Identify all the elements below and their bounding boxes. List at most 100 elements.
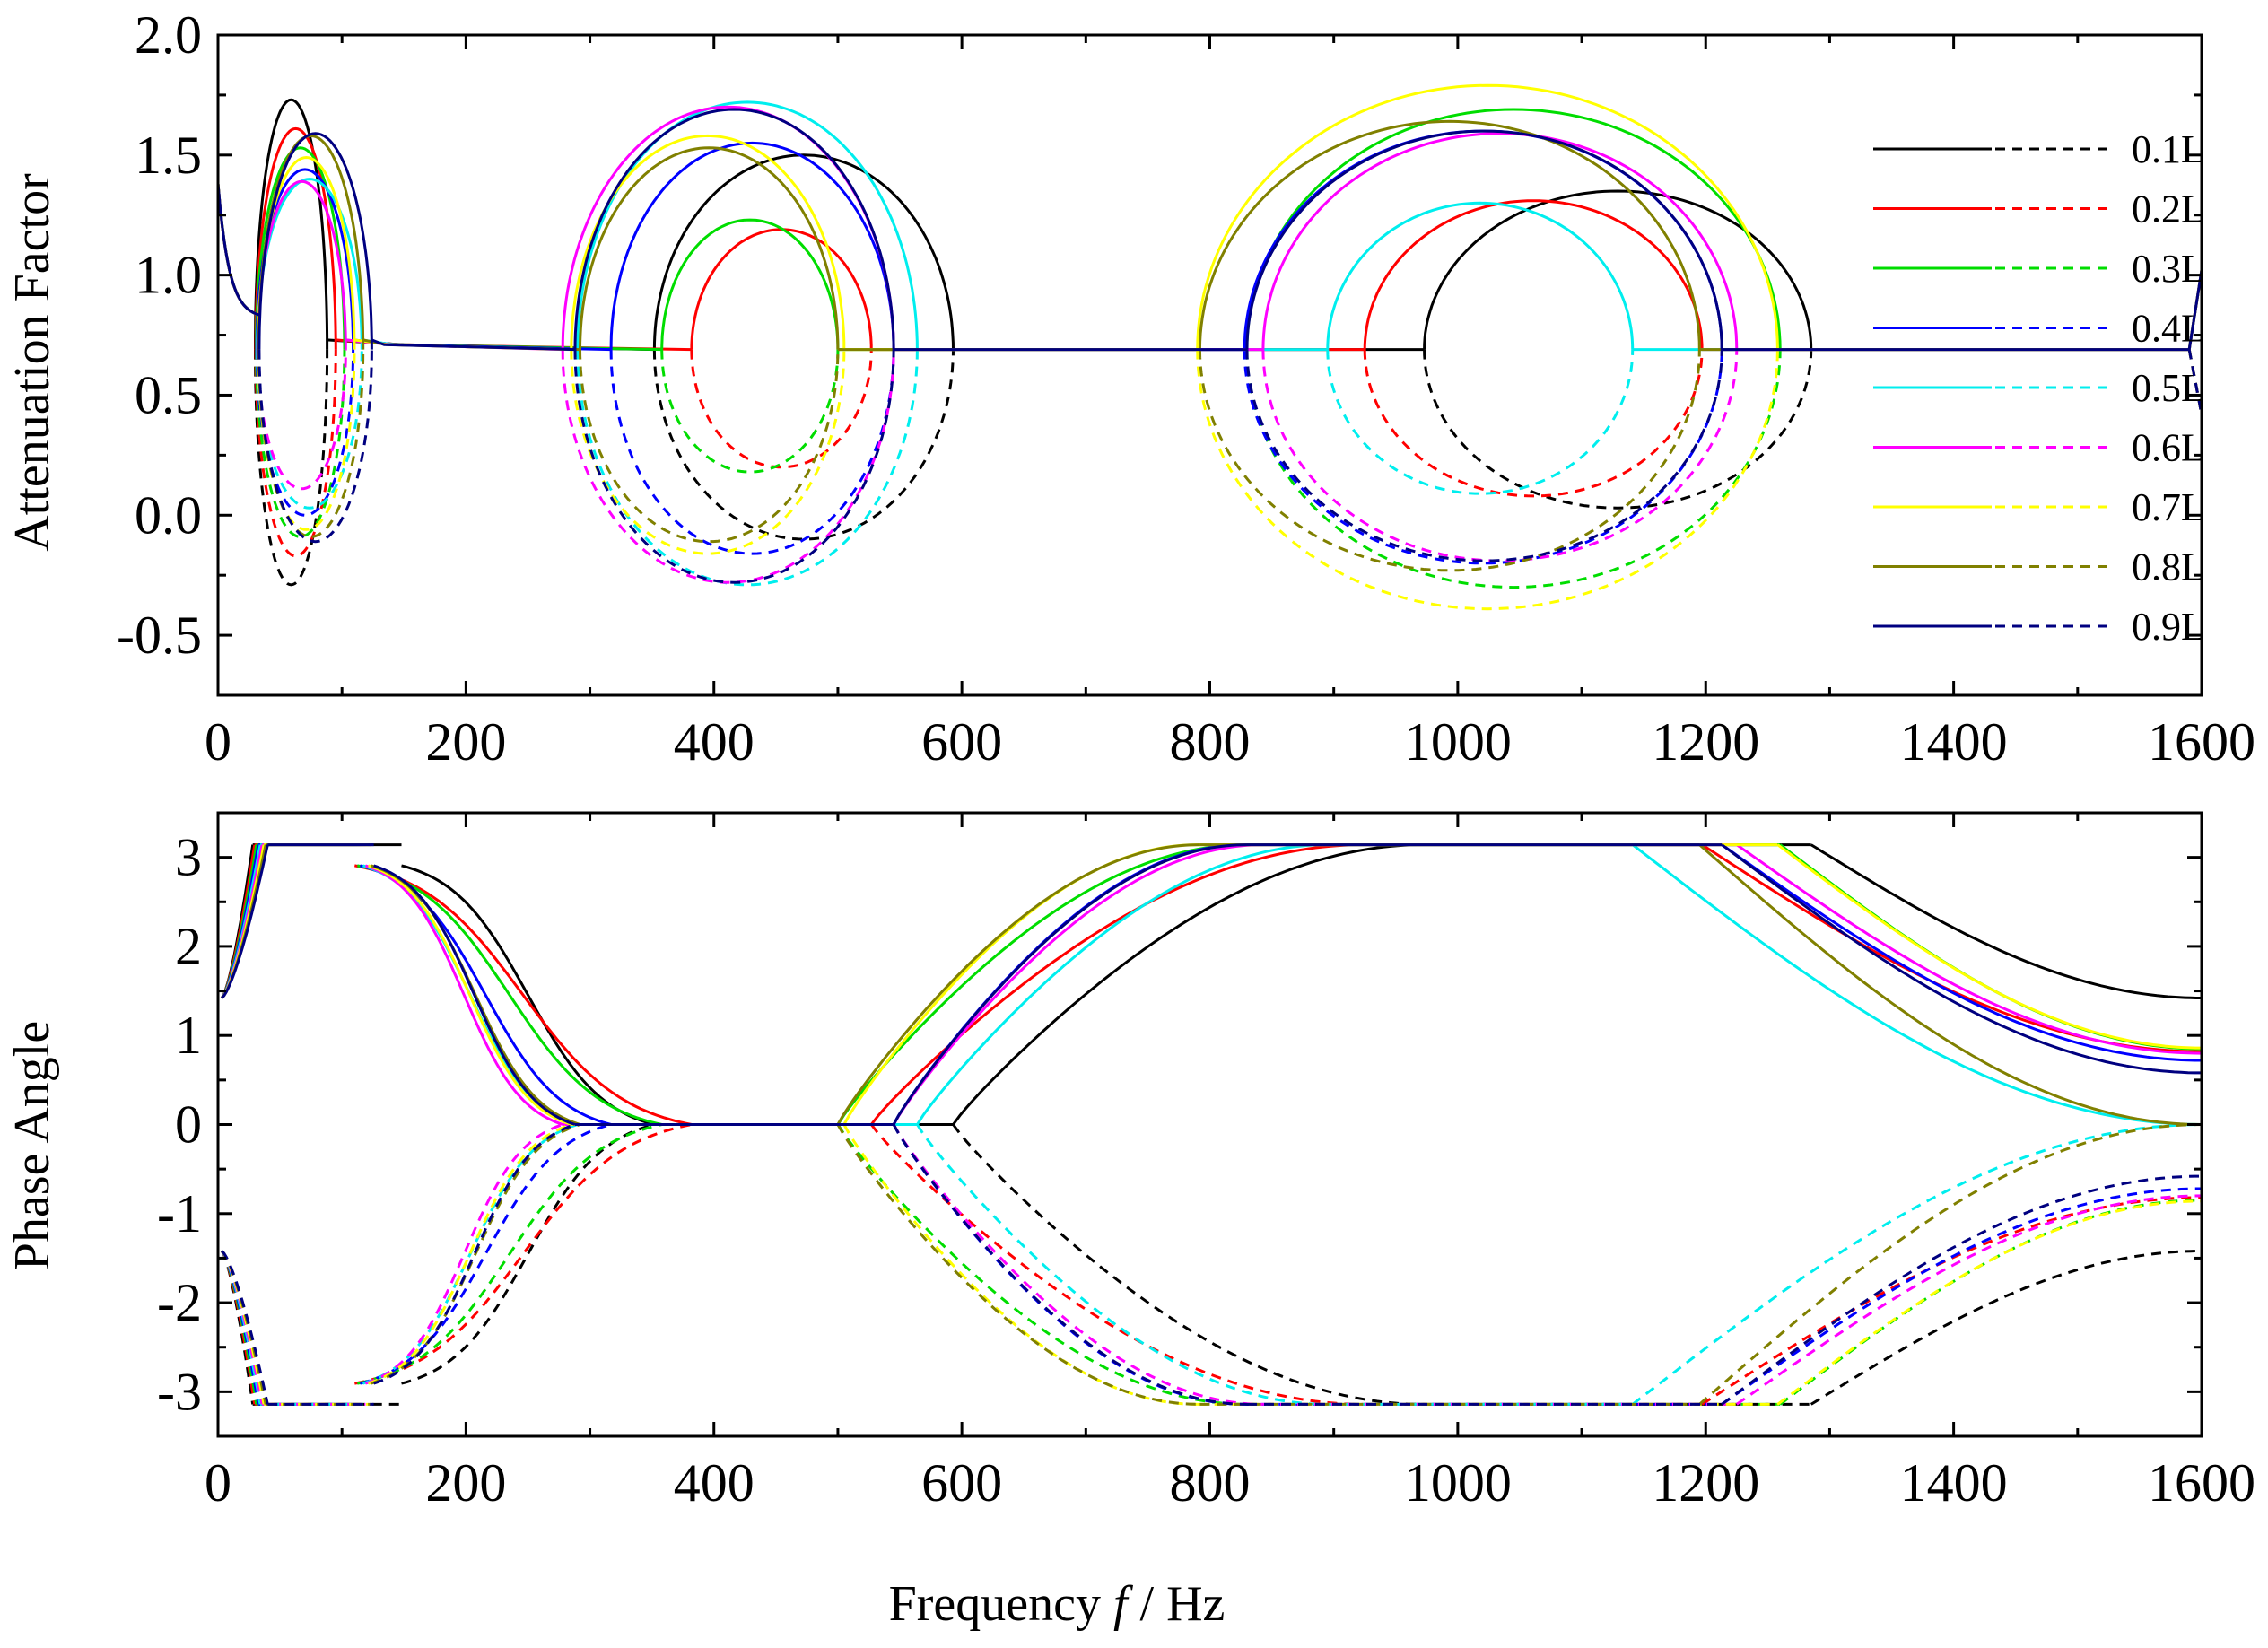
x-tick-label: 1400: [1900, 1453, 2008, 1513]
phase-rise2-dashed-0.5L: [916, 1123, 1328, 1406]
attenuation-solid-lobe2-0.3L: [660, 218, 840, 350]
attenuation-dashed-lobe3-0.4L: [1243, 349, 1723, 565]
attenuation-solid-lobe3-0.6L: [1261, 132, 1739, 350]
phase-fall1-0.6L: [364, 864, 563, 1126]
phase-series-0.4L: [220, 843, 2202, 1406]
y-tick-label: -1: [157, 1184, 202, 1243]
attenuation-dashed-lobe1-0.4L: [255, 349, 355, 517]
attenuation-solid-lobe2-0.9L: [573, 108, 895, 350]
attenuation-panel: 0 200 400 600 800 1000 1200 1400 1600 -0.5 0.0 0.5 1…: [117, 5, 2255, 772]
legend-label-0.9L: 0.9L: [2132, 605, 2205, 649]
plot-frame: [216, 33, 2203, 697]
attenuation-dashed-lobe2-0.6L: [561, 349, 895, 584]
x-tick-label: 400: [674, 1453, 755, 1513]
x-tick-label: 1000: [1404, 712, 1512, 772]
phase-fall2-dashed-0.6L: [1735, 1194, 2202, 1406]
phase-rise2-dashed-0.3L: [836, 1123, 1248, 1406]
attenuation-solid-lobe3-0.5L: [1326, 201, 1635, 350]
attenuation-dashed-lobe3-0.8L: [1198, 349, 1701, 572]
phase-rise-dashed-0.2L: [220, 1250, 257, 1405]
x-tick-label: 1600: [2148, 1453, 2255, 1513]
attenuation-dashed-lobe2-0.5L: [576, 349, 919, 587]
axes-frame: 0 200 400 600 800 1000 1200 1400 1600 -3 -2 -1 0 1 2 3: [157, 811, 2255, 1513]
phase-rise-dashed-0.9L: [221, 1250, 269, 1405]
phase-fall1-dashed-0.2L: [354, 1123, 693, 1385]
x-axis-title: Frequency f / Hz: [889, 1576, 1226, 1632]
phase-series-0.8L: [221, 843, 2202, 1406]
attenuation-edge-0.9L: [2187, 270, 2202, 350]
y-tick-label: 0.0: [135, 485, 202, 545]
attenuation-dashed-lobe1-0.5L: [256, 349, 363, 510]
attenuation-dashed-lobe1-0.9L: [257, 349, 373, 544]
y-tick-label: 0.5: [135, 365, 202, 424]
attenuation-solid-lobe3-0.4L: [1243, 129, 1723, 350]
attenuation-solid-lobe1-0.3L: [255, 146, 346, 350]
phase-fall1-0.7L: [368, 864, 572, 1126]
series-0.1L: [218, 98, 2202, 587]
y-tick-label: 2: [175, 917, 202, 976]
phase-fall1-dashed-0.7L: [368, 1123, 572, 1385]
attenuation-dashed-lobe3-0.2L: [1363, 349, 1704, 498]
plot-area: [218, 83, 2202, 611]
attenuation-dashed-lobe2-0.3L: [660, 349, 840, 474]
y-tick-label: -2: [157, 1273, 202, 1332]
phase-fall2-dashed-0.1L: [1810, 1250, 2202, 1406]
phase-fall1-0.1L: [401, 864, 655, 1126]
axes-frame: 0 200 400 600 800 1000 1200 1400 1600 -0.5 0.0 0.5 1…: [117, 5, 2255, 772]
attenuation-dashed-lobe1-0.1L: [254, 349, 329, 587]
legend-label-0.4L: 0.4L: [2132, 307, 2205, 351]
attenuation-initial-0.9L: [218, 183, 260, 317]
phase-fall1-0.4L: [360, 864, 612, 1126]
x-tick-label: 1000: [1404, 1453, 1512, 1513]
x-tick-label: 800: [1170, 712, 1251, 772]
x-tick-label: 0: [205, 712, 231, 772]
phase-fall1-dashed-0.4L: [360, 1123, 612, 1385]
attenuation-solid-lobe3-0.3L: [1245, 108, 1782, 350]
phase-rise-dashed-0.4L: [220, 1250, 260, 1405]
phase-rise2-dashed-0.6L: [892, 1123, 1263, 1406]
y-tick-label: 0: [175, 1095, 202, 1155]
phase-fall2-0.2L: [1701, 843, 2202, 1053]
phase-rise-dashed-0.5L: [220, 1250, 262, 1405]
series-0.5L: [218, 100, 2202, 587]
attenuation-dashed-lobe2-0.8L: [579, 349, 840, 544]
phase-fall1-dashed-0.8L: [371, 1123, 580, 1385]
attenuation-solid-lobe2-0.7L: [570, 134, 846, 350]
y-tick-label: 1.0: [135, 246, 202, 305]
legend: 0.1L 0.2L 0.3L 0.4L 0.5L 0.6L 0.7L 0.8L 0.9L: [1873, 127, 2205, 649]
x-tick-label: 600: [921, 712, 1002, 772]
attenuation-dashed-lobe3-0.9L: [1245, 349, 1723, 562]
phase-fall2-dashed-0.4L: [1721, 1187, 2202, 1406]
phase-rise2-dashed-0.8L: [836, 1123, 1200, 1406]
legend-label-0.3L: 0.3L: [2132, 247, 2205, 291]
phase-series-0.7L: [220, 843, 2202, 1406]
attenuation-solid-lobe3-0.2L: [1363, 199, 1704, 350]
legend-label-0.8L: 0.8L: [2132, 545, 2205, 589]
x-tick-label: 400: [674, 712, 755, 772]
phase-fall2-0.5L: [1631, 843, 2202, 1126]
attenuation-dashed-lobe3-0.5L: [1326, 349, 1635, 495]
attenuation-dashed-lobe3-0.6L: [1261, 349, 1739, 562]
phase-fall2-dashed-0.7L: [1776, 1199, 2202, 1406]
attenuation-solid-lobe3-0.7L: [1196, 83, 1779, 350]
legend-label-0.6L: 0.6L: [2132, 426, 2205, 470]
phase-fall1-dashed-0.3L: [356, 1123, 663, 1385]
attenuation-dashed-lobe1-0.3L: [255, 349, 346, 538]
attenuation-dashed-lobe2-0.9L: [573, 349, 895, 584]
attenuation-dashed-lobe2-0.4L: [609, 349, 895, 555]
phase-fall2-0.1L: [1810, 843, 2202, 999]
attenuation-solid-lobe2-0.5L: [576, 100, 919, 350]
attenuation-solid-lobe3-0.9L: [1245, 129, 1723, 350]
attenuation-solid-lobe2-0.8L: [579, 146, 840, 350]
attenuation-solid-lobe1-0.2L: [254, 126, 337, 350]
phase-rise2-0.4L: [892, 843, 1245, 1126]
plot-area: [220, 843, 2202, 1406]
series-0.9L: [218, 108, 2202, 584]
y-axis-title-phase: Phase Angle: [4, 1021, 60, 1270]
attenuation-dashed-lobe3-0.3L: [1245, 349, 1782, 589]
attenuation-dashed-lobe3-0.1L: [1423, 349, 1813, 510]
y-tick-label: 3: [175, 828, 202, 887]
attenuation-dashed-lobe2-0.7L: [570, 349, 846, 555]
x-tick-label: 1200: [1652, 712, 1759, 772]
phase-rise2-0.1L: [952, 843, 1425, 1126]
